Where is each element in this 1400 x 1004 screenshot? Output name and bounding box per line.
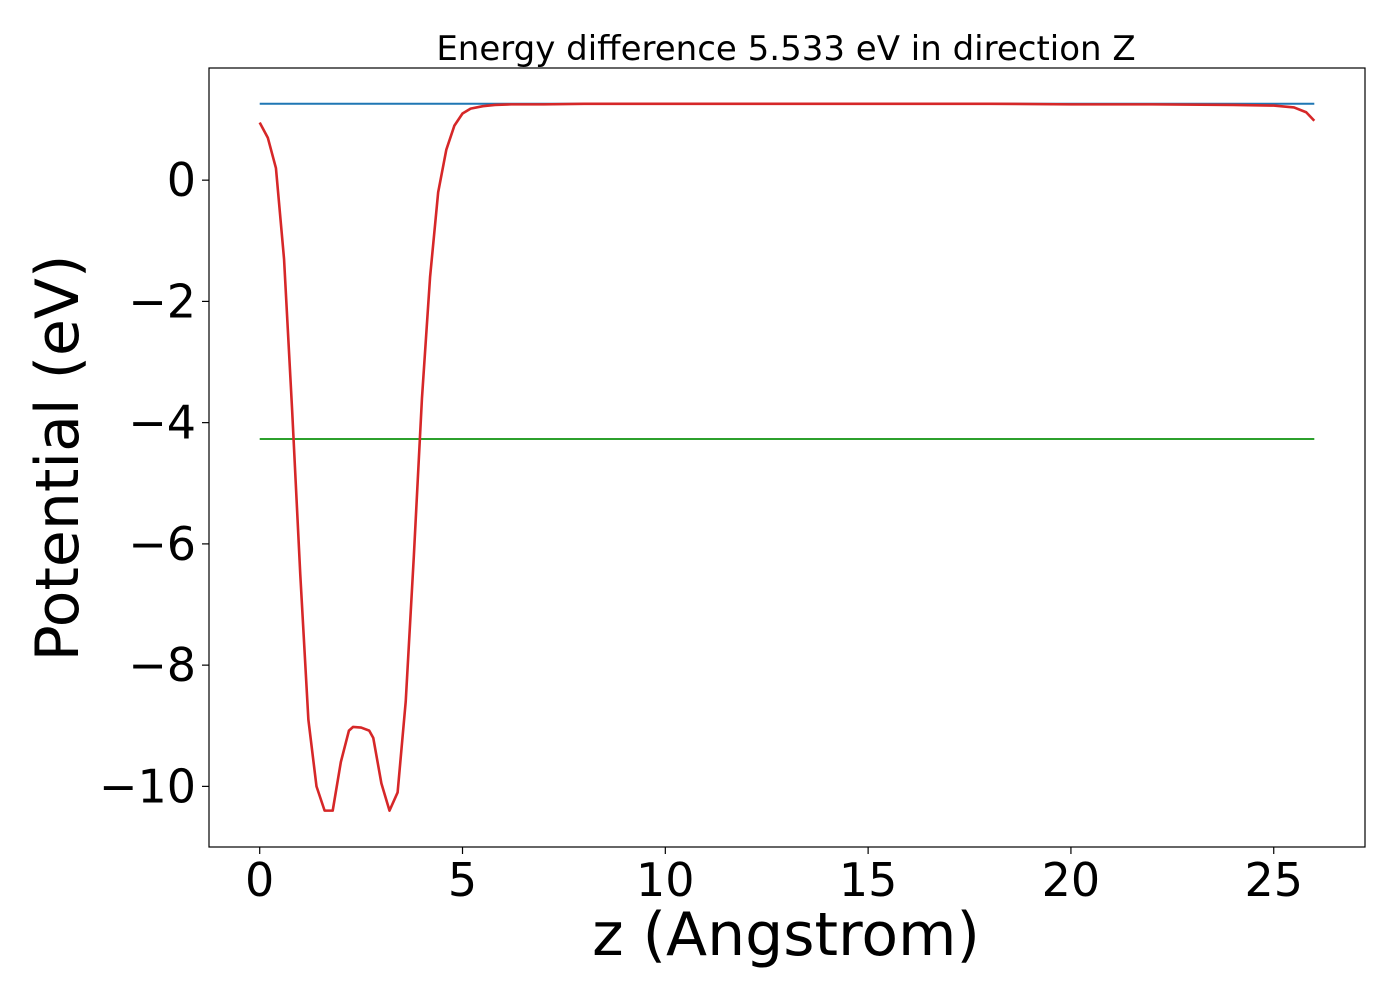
chart-title: Energy difference 5.533 eV in direction … — [436, 29, 1135, 69]
y-tick-label: −6 — [128, 517, 196, 571]
x-axis: 0 5 10 15 20 25 — [245, 847, 1303, 907]
plot-area — [258, 102, 1316, 812]
x-tick-label: 0 — [245, 853, 274, 907]
y-tick-label: −4 — [128, 396, 196, 450]
x-tick-label: 25 — [1244, 853, 1303, 907]
y-axis-label: Potential (eV) — [23, 255, 93, 662]
y-axis: 0 −2 −4 −6 −8 −10 — [99, 153, 209, 813]
y-tick-label: −8 — [128, 638, 196, 692]
x-tick-label: 15 — [839, 853, 898, 907]
x-tick-label: 10 — [636, 853, 695, 907]
y-tick-label: 0 — [167, 153, 196, 207]
x-tick-label: 20 — [1042, 853, 1101, 907]
y-tick-label: −10 — [99, 759, 196, 813]
plot-frame — [208, 67, 1366, 848]
x-tick-label: 5 — [448, 853, 477, 907]
x-axis-label: z (Angstrom) — [592, 900, 980, 970]
series-line-potential — [258, 102, 1316, 812]
y-tick-label: −2 — [128, 274, 196, 328]
